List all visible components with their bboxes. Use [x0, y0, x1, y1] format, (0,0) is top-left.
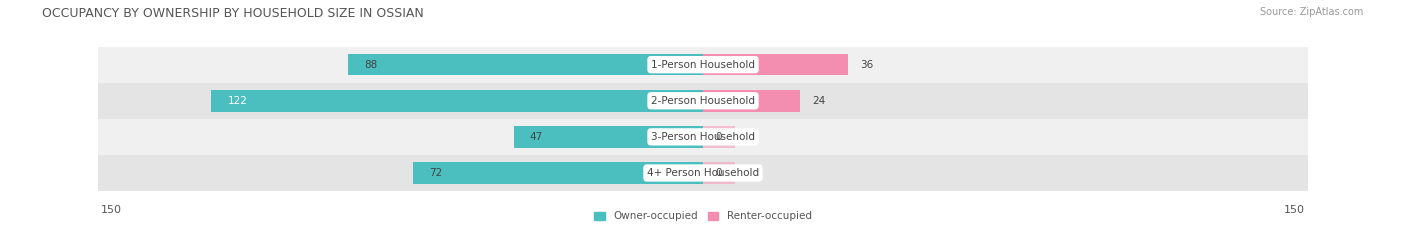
Text: 24: 24: [811, 96, 825, 106]
Text: 72: 72: [429, 168, 441, 178]
Text: 36: 36: [860, 60, 873, 70]
Bar: [98, 155, 1308, 191]
Text: 1-Person Household: 1-Person Household: [651, 60, 755, 70]
Bar: [349, 54, 703, 75]
Bar: [703, 90, 800, 112]
Bar: [413, 162, 703, 184]
Text: 4+ Person Household: 4+ Person Household: [647, 168, 759, 178]
Text: 0: 0: [716, 168, 721, 178]
Bar: [98, 119, 1308, 155]
Bar: [703, 126, 735, 148]
Text: 150: 150: [1284, 205, 1305, 215]
Bar: [98, 83, 1308, 119]
Bar: [211, 90, 703, 112]
Text: 3-Person Household: 3-Person Household: [651, 132, 755, 142]
Text: 122: 122: [228, 96, 247, 106]
Legend: Owner-occupied, Renter-occupied: Owner-occupied, Renter-occupied: [591, 207, 815, 226]
Text: OCCUPANCY BY OWNERSHIP BY HOUSEHOLD SIZE IN OSSIAN: OCCUPANCY BY OWNERSHIP BY HOUSEHOLD SIZE…: [42, 7, 425, 20]
Text: 47: 47: [530, 132, 543, 142]
Text: 0: 0: [716, 132, 721, 142]
Text: 150: 150: [101, 205, 122, 215]
Bar: [98, 47, 1308, 83]
Bar: [703, 162, 735, 184]
Bar: [513, 126, 703, 148]
Text: 2-Person Household: 2-Person Household: [651, 96, 755, 106]
Text: Source: ZipAtlas.com: Source: ZipAtlas.com: [1260, 7, 1364, 17]
Text: 88: 88: [364, 60, 378, 70]
Bar: [703, 54, 848, 75]
